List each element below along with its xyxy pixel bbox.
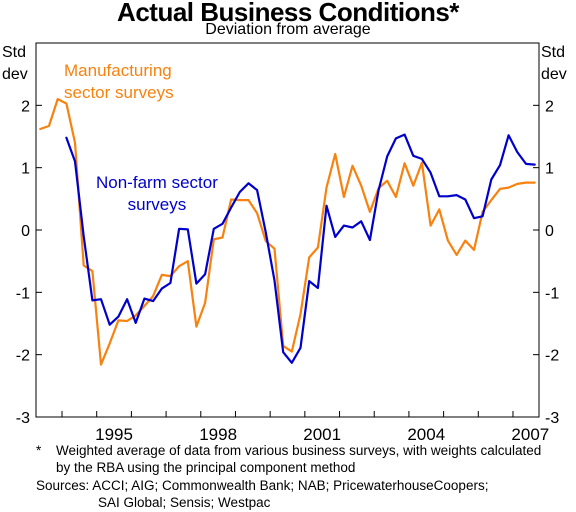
footnote-marker: * bbox=[36, 443, 42, 458]
y-tick-label-right: -2 bbox=[545, 348, 559, 365]
footnote: * Weighted average of data from various … bbox=[36, 442, 556, 476]
y-tick-label-right: 0 bbox=[545, 223, 554, 240]
y-unit-right-line2: dev bbox=[541, 66, 567, 83]
nonfarm-series-line bbox=[65, 133, 536, 364]
chart-title: Actual Business Conditions* bbox=[117, 0, 459, 27]
y-tick-label-right: -3 bbox=[545, 410, 559, 427]
sources: Sources: ACCI; AIG; Commonwealth Bank; N… bbox=[36, 477, 566, 511]
manufacturing-label-line2: sector surveys bbox=[64, 83, 174, 102]
y-tick-label-right: 2 bbox=[545, 98, 554, 115]
y-axis-unit-right: Std dev bbox=[541, 42, 567, 86]
y-unit-left-line2: dev bbox=[2, 66, 28, 83]
y-tick-label-right: -1 bbox=[545, 285, 559, 302]
y-tick-label-left: -1 bbox=[16, 285, 30, 302]
footnote-text: Weighted average of data from various bu… bbox=[56, 443, 542, 475]
x-tick-label: 2001 bbox=[303, 425, 341, 444]
y-tick-label-left: 1 bbox=[21, 161, 30, 178]
y-tick-label-left: -2 bbox=[16, 348, 30, 365]
nonfarm-label-line1: Non-farm sector bbox=[96, 173, 218, 192]
y-unit-right-line1: Std bbox=[541, 44, 566, 61]
y-tick-label-left: 2 bbox=[21, 98, 30, 115]
manufacturing-series-label: Manufacturing sector surveys bbox=[64, 60, 174, 104]
manufacturing-label-line1: Manufacturing bbox=[64, 61, 172, 80]
y-tick-label-right: 1 bbox=[545, 161, 554, 178]
axis-ticks: 2 2 1 1 0 0 -1 -1 -2 -2 -3 -3 1995 1998 2001 2004 2007 bbox=[16, 98, 560, 444]
chart-subtitle: Deviation from average bbox=[205, 21, 371, 38]
x-tick-label: 2007 bbox=[511, 425, 549, 444]
y-axis-unit-left: Std dev bbox=[2, 42, 28, 86]
y-tick-label-left: -3 bbox=[16, 410, 30, 427]
manufacturing-series-line bbox=[39, 97, 536, 366]
nonfarm-label-line2: surveys bbox=[127, 195, 187, 214]
x-tick-label: 1995 bbox=[95, 425, 133, 444]
x-tick-label: 1998 bbox=[199, 425, 237, 444]
y-unit-left-line1: Std bbox=[2, 44, 27, 61]
nonfarm-series-label: Non-farm sector surveys bbox=[96, 172, 218, 216]
sources-line2: SAI Global; Sensis; Westpac bbox=[98, 495, 271, 510]
series-lines bbox=[39, 97, 536, 366]
sources-line1: Sources: ACCI; AIG; Commonwealth Bank; N… bbox=[36, 478, 489, 493]
x-tick-label: 2004 bbox=[407, 425, 445, 444]
y-tick-label-left: 0 bbox=[21, 223, 30, 240]
